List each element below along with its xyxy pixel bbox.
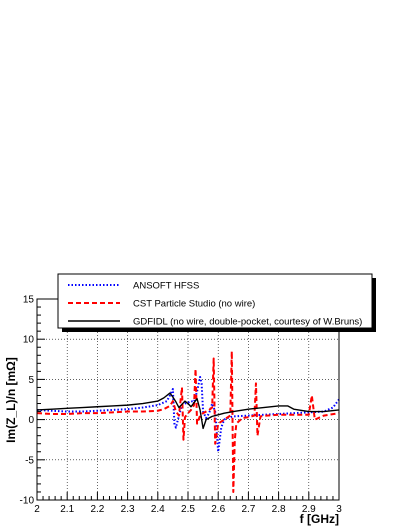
- x-tick-label: 2.4: [151, 504, 165, 515]
- tick-labels: 2 2.1 2.2 2.3 2.4 2.5 2.6 2.7 2.8 2.9 3 -10 -5 0 5 10 15: [20, 295, 343, 516]
- x-tick-label: 2: [34, 504, 40, 515]
- y-axis-title: Im(Z_L)/n [mΩ]: [4, 357, 18, 443]
- grid-layer: [37, 299, 339, 500]
- y-tick-label: 5: [28, 375, 34, 386]
- series-line: [36, 350, 340, 493]
- y-tick-label: 0: [28, 415, 34, 426]
- legend-box: [57, 273, 373, 329]
- x-tick-label: 2.2: [90, 504, 104, 515]
- legend: ANSOFT HFSS CST Particle Studio (no wire)…: [57, 273, 376, 332]
- y-tick-label: -10: [20, 496, 35, 507]
- x-tick-label: 2.1: [60, 504, 74, 515]
- x-tick-label: 2.5: [181, 504, 195, 515]
- legend-label: ANSOFT HFSS: [133, 281, 199, 292]
- x-tick-label: 2.8: [272, 504, 286, 515]
- x-tick-label: 2.9: [302, 504, 316, 515]
- y-tick-label: 10: [23, 335, 35, 346]
- series-3: [36, 392, 340, 430]
- x-tick-label: 2.7: [241, 504, 255, 515]
- ticks-layer: [36, 298, 340, 501]
- series-layer: [36, 350, 340, 493]
- series-2: [36, 350, 340, 493]
- legend-entries: ANSOFT HFSS CST Particle Studio (no wire)…: [68, 281, 362, 328]
- x-tick-label: 2.3: [121, 504, 135, 515]
- legend-label: GDFIDL (no wire, double-pocket, courtesy…: [133, 317, 362, 328]
- x-tick-label: 2.6: [211, 504, 225, 515]
- x-tick-label: 3: [336, 504, 342, 515]
- legend-label: CST Particle Studio (no wire): [133, 299, 255, 310]
- series-line: [36, 392, 340, 430]
- y-tick-label: -5: [25, 455, 34, 466]
- y-tick-label: 15: [23, 295, 35, 306]
- x-axis-title: f [GHz]: [300, 512, 339, 526]
